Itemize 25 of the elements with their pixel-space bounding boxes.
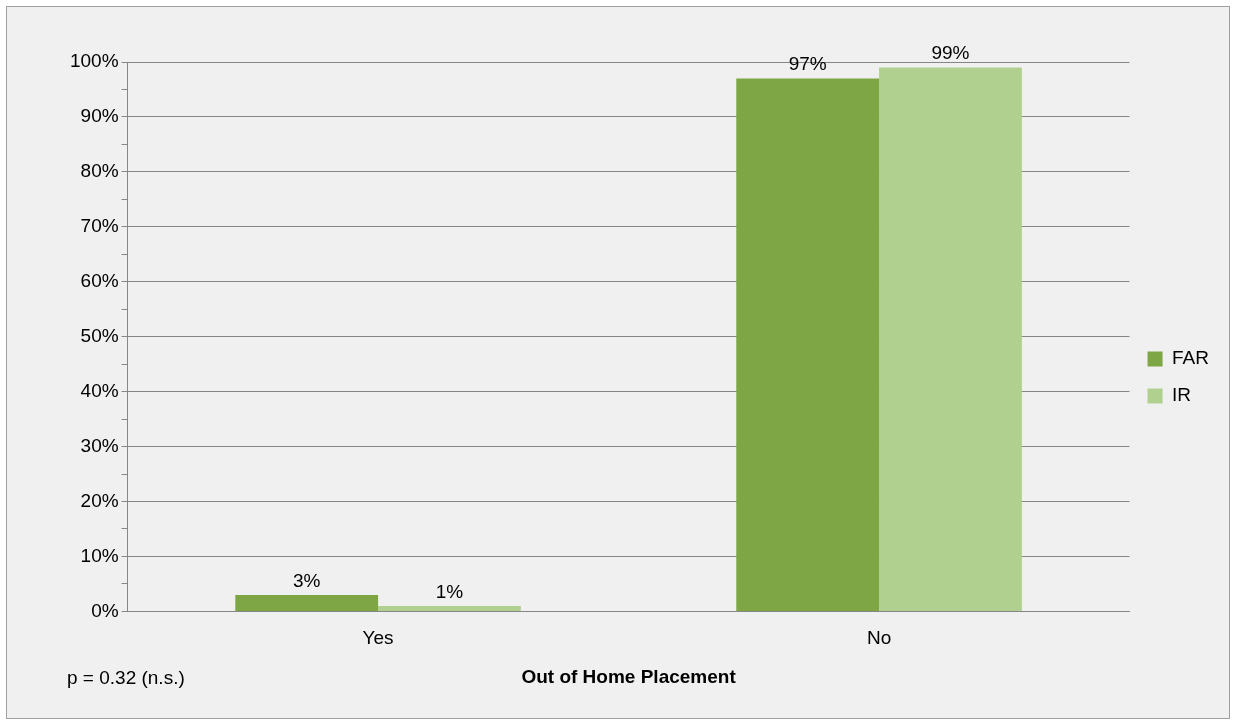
bar — [736, 78, 880, 611]
bar — [235, 594, 379, 611]
bar — [378, 605, 521, 611]
y-tick-label: 70% — [80, 215, 119, 237]
legend-label: FAR — [1172, 347, 1209, 369]
y-tick-label: 20% — [80, 489, 119, 511]
y-tick-label: 80% — [80, 160, 119, 182]
y-tick-label: 30% — [80, 434, 119, 456]
x-tick-label: No — [866, 627, 892, 649]
y-tick-label: 100% — [69, 50, 119, 72]
bar — [879, 67, 1022, 611]
text: 1% — [435, 580, 464, 602]
x-tick-label: Yes — [362, 627, 394, 649]
text: 99% — [931, 42, 970, 64]
text: 97% — [788, 53, 827, 75]
text: 3% — [292, 569, 321, 591]
y-tick-label: 60% — [80, 269, 119, 291]
y-tick-label: 0% — [91, 599, 119, 621]
x-axis-title: Out of Home Placement — [521, 665, 737, 687]
y-tick-label: 50% — [80, 324, 119, 346]
legend-label: IR — [1172, 384, 1192, 406]
y-tick-label: 10% — [80, 544, 119, 566]
y-tick-label: 40% — [80, 379, 119, 401]
text: p = 0.32 (n.s.) — [67, 667, 185, 689]
y-tick-label: 90% — [80, 105, 119, 127]
